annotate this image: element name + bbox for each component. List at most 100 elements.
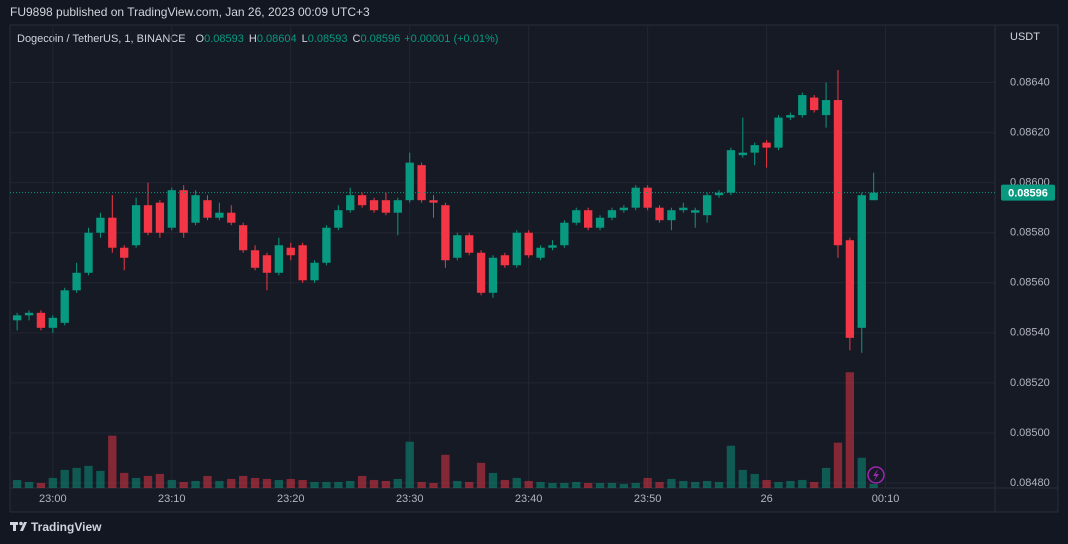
volume-bar bbox=[465, 481, 474, 488]
candle-body bbox=[536, 247, 545, 258]
candle-body bbox=[120, 247, 129, 258]
candle-body bbox=[655, 207, 664, 221]
candle-body bbox=[572, 210, 581, 223]
volume-bar bbox=[310, 481, 319, 488]
candle-body bbox=[512, 232, 521, 266]
volume-bar bbox=[239, 475, 248, 488]
candle-body bbox=[595, 217, 605, 228]
axes: 0.08480 0.08500 0.08520 0.08540 0.08560 0.085… bbox=[10, 25, 1050, 505]
x-tick-label: 23:20 bbox=[277, 493, 305, 505]
candle-body bbox=[738, 152, 747, 156]
candle-body bbox=[488, 257, 498, 293]
candle-body bbox=[298, 245, 307, 281]
candles bbox=[12, 70, 878, 488]
volume-bar bbox=[548, 482, 557, 488]
y-tick-label: 0.08580 bbox=[1010, 227, 1050, 239]
volume-bar bbox=[167, 479, 176, 488]
symbol: Dogecoin / TetherUS, 1, BINANCE bbox=[17, 33, 186, 45]
volume-bar bbox=[179, 481, 188, 488]
candle-body bbox=[227, 212, 236, 223]
candle-body bbox=[250, 250, 260, 268]
candle-body bbox=[48, 317, 57, 328]
candle-body bbox=[369, 200, 379, 211]
candle-body bbox=[167, 190, 176, 228]
candle-body bbox=[702, 195, 712, 216]
candle-body bbox=[429, 200, 438, 203]
volume-bar bbox=[786, 480, 795, 488]
candle-body bbox=[691, 210, 700, 213]
volume-bar bbox=[453, 480, 462, 488]
candle-body bbox=[24, 312, 34, 316]
x-tick-label: 23:10 bbox=[158, 493, 186, 505]
volume-bar bbox=[274, 479, 284, 488]
candle-body bbox=[215, 212, 224, 218]
candle-body bbox=[274, 245, 284, 273]
volume-bar bbox=[12, 479, 22, 488]
candle-body bbox=[262, 255, 272, 273]
volume-bar bbox=[322, 481, 331, 488]
volume-bar bbox=[726, 445, 736, 488]
volume-bar bbox=[667, 478, 676, 488]
y-tick-label: 0.08500 bbox=[1010, 427, 1050, 439]
candle-body bbox=[857, 195, 866, 328]
volume-bar bbox=[143, 475, 153, 488]
volume-bar bbox=[24, 481, 34, 488]
x-tick-label: 23:50 bbox=[634, 493, 662, 505]
candle-body bbox=[381, 200, 391, 213]
volume-bar bbox=[738, 469, 747, 488]
candle-body bbox=[322, 227, 331, 263]
volume-bar bbox=[369, 479, 379, 488]
volume-bar bbox=[227, 478, 236, 488]
legend-key: C bbox=[352, 33, 360, 45]
candle-body bbox=[786, 115, 795, 118]
last-price-label: 0.08596 bbox=[1008, 188, 1048, 200]
volume-bar bbox=[417, 481, 426, 488]
volume-bar bbox=[191, 480, 200, 488]
candle-body bbox=[762, 142, 771, 148]
volume-bar bbox=[774, 481, 783, 488]
y-tick-label: 0.08520 bbox=[1010, 377, 1050, 389]
candle-body bbox=[60, 290, 69, 323]
legend-value: 0.08604 bbox=[257, 33, 297, 45]
candle-body bbox=[346, 195, 355, 211]
candle-body bbox=[84, 232, 93, 273]
brand-logo bbox=[10, 521, 27, 531]
legend-value: 0.08596 bbox=[360, 33, 400, 45]
volume-bar bbox=[845, 372, 855, 488]
candle-body bbox=[179, 190, 188, 233]
candle-body bbox=[774, 117, 783, 148]
volume-bar bbox=[560, 482, 569, 488]
y-tick-label: 0.08560 bbox=[1010, 277, 1050, 289]
candle-body bbox=[583, 210, 593, 228]
volume-bar bbox=[476, 462, 486, 488]
candle-body bbox=[441, 205, 450, 261]
candle-body bbox=[310, 262, 319, 281]
candle-body bbox=[619, 207, 629, 211]
candle-body bbox=[750, 145, 759, 153]
volume-bar bbox=[488, 472, 498, 488]
candle-body bbox=[155, 202, 165, 233]
volume-bar bbox=[702, 480, 712, 488]
volume-bar bbox=[631, 482, 640, 488]
candle-body bbox=[191, 195, 200, 223]
volume-bar bbox=[536, 481, 545, 488]
candle-body bbox=[798, 95, 807, 116]
y-tick-label: 0.08480 bbox=[1010, 477, 1050, 489]
volume-bar bbox=[298, 479, 307, 488]
legend-key: H bbox=[249, 33, 257, 45]
volume-bar bbox=[619, 483, 629, 488]
volume-bar bbox=[72, 467, 81, 488]
volume-bar bbox=[857, 457, 866, 488]
volume-bar bbox=[262, 478, 272, 488]
volume-bar bbox=[810, 481, 819, 488]
volume-bar bbox=[714, 481, 724, 488]
x-tick-label: 23:30 bbox=[396, 493, 424, 505]
volume-bar bbox=[679, 480, 688, 488]
candle-body bbox=[500, 255, 510, 266]
volume-bar bbox=[131, 477, 141, 488]
brand: TradingView bbox=[31, 520, 102, 534]
candle-body bbox=[833, 100, 843, 246]
volume-bar bbox=[48, 477, 57, 488]
volume-bar bbox=[381, 480, 391, 488]
